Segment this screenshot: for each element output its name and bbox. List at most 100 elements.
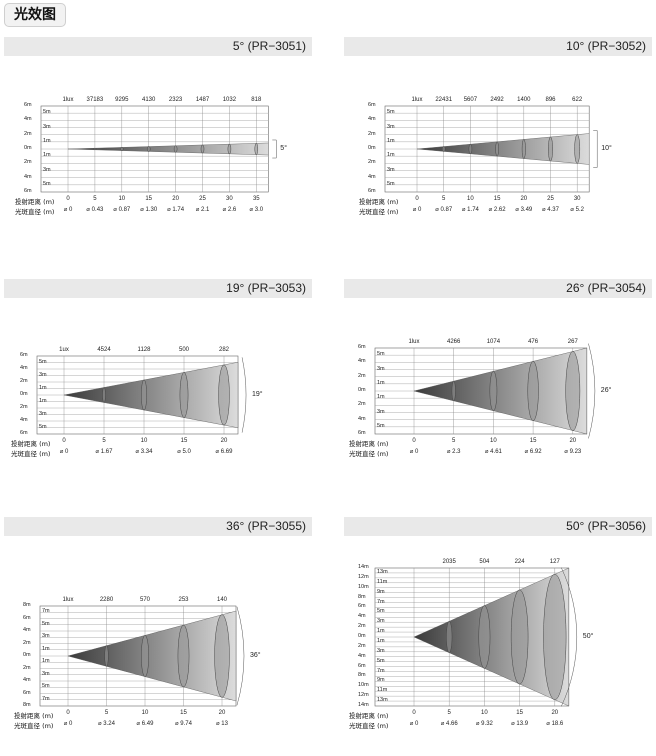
diameter-value: ⌀ 18.6 (546, 721, 564, 727)
beam-spot (214, 614, 230, 698)
y-axis-label: 2m (358, 623, 366, 630)
diameter-value: ⌀ 1.67 (95, 449, 113, 455)
lux-value: 253 (178, 597, 189, 603)
panel-title: 10° (PR−3052) (344, 37, 652, 56)
y-axis-label-inner: 3m (43, 123, 51, 130)
distance-value: 20 (520, 196, 528, 202)
y-axis-label-inner: 5m (39, 358, 47, 365)
distance-value: 35 (252, 196, 260, 202)
y-axis-label: 2m (358, 372, 366, 379)
y-axis-label: 4m (24, 116, 32, 123)
beam-diagram (374, 343, 595, 439)
light-beam (416, 133, 590, 165)
y-axis-label: 8m (358, 593, 366, 600)
y-axis-label: 8m (23, 702, 31, 708)
lux-value: 282 (218, 347, 230, 353)
y-axis-label: 0m (20, 391, 28, 397)
diameter-value: ⌀ 9.74 (175, 721, 192, 727)
y-axis-label: 14m (358, 702, 369, 708)
y-axis-label: 8m (23, 602, 31, 608)
beam-diagram (39, 605, 245, 707)
lux-value: 127 (549, 559, 560, 565)
y-axis-label: 4m (358, 613, 366, 620)
light-beam (67, 610, 237, 702)
lux-value: 2492 (490, 97, 504, 103)
panel-title: 5° (PR−3051) (4, 37, 312, 56)
lux-value: 1128 (137, 347, 151, 353)
lux-unit-label: 1lux (62, 97, 74, 103)
lux-value: 267 (567, 339, 578, 345)
diameter-value: ⌀ 1.74 (167, 207, 185, 213)
lux-value: 500 (178, 347, 190, 353)
y-axis-label-inner: 5m (377, 608, 385, 615)
y-axis-label: 10m (358, 583, 369, 590)
distance-value: 20 (551, 710, 559, 716)
y-axis-label-inner: 5m (387, 180, 395, 187)
beam-spot (441, 146, 446, 152)
diameter-value: ⌀ 2.3 (446, 449, 461, 455)
y-axis-label: 2m (20, 378, 28, 384)
diameter-value: ⌀ 9.32 (475, 721, 493, 727)
y-axis-label-inner: 5m (43, 109, 51, 116)
lux-value: 224 (514, 559, 525, 565)
y-axis-label-inner: 3m (377, 365, 385, 372)
beam-angle-label: 36° (250, 652, 261, 659)
beam-spot (565, 351, 581, 431)
distance-row-label: 投射距离 (m) (14, 712, 54, 720)
y-axis-label-inner: 3m (377, 647, 385, 654)
y-axis-label-inner: 3m (42, 633, 50, 640)
y-axis-label: 0m (358, 387, 366, 393)
diameter-value: ⌀ 0 (409, 721, 419, 727)
y-axis-label: 0m (368, 145, 376, 151)
y-axis-label: 6m (20, 352, 28, 358)
beam-angle-label: 50° (582, 633, 594, 640)
lux-value: 4130 (142, 97, 156, 103)
beam-spot (495, 141, 499, 157)
diameter-value: ⌀ 0.87 (113, 207, 131, 213)
distance-row-label: 投射距离 (m) (349, 712, 389, 720)
beam-panel: 36° (PR−3055) 36° 1lux 2280 570 253 140 8m 6m 4m 2… (4, 517, 312, 730)
lux-value: 818 (251, 97, 262, 103)
distance-value: 5 (102, 438, 106, 444)
beam-spot (218, 364, 230, 426)
y-axis-label: 2m (368, 130, 376, 137)
distance-value: 30 (226, 196, 233, 202)
diameter-row-label: 光斑直径 (m) (359, 208, 399, 216)
lux-value: 2280 (99, 597, 114, 603)
lux-value: 1074 (486, 339, 501, 345)
beam-spot (104, 645, 109, 667)
distance-value: 0 (412, 710, 416, 716)
beam-diagram (384, 105, 598, 193)
distance-value: 5 (452, 438, 456, 444)
diameter-row-label: 光斑直径 (m) (11, 450, 51, 458)
y-axis-label: 2m (20, 404, 28, 410)
beam-spot (489, 370, 498, 412)
beam-spot (102, 387, 106, 403)
distance-row-label: 投射距离 (m) (349, 440, 389, 448)
lux-value: 2323 (168, 97, 183, 103)
diameter-value: ⌀ 3.0 (249, 207, 264, 213)
diameter-value: ⌀ 4.61 (484, 449, 502, 455)
y-axis-label-inner: 5m (42, 620, 50, 627)
y-axis-label-inner: 9m (377, 588, 385, 595)
beam-spot (179, 372, 189, 418)
diameter-value: ⌀ 0 (59, 449, 69, 455)
y-axis-label-inner: 5m (42, 683, 50, 690)
y-axis-label: 6m (368, 102, 376, 108)
beam-spot (548, 136, 553, 162)
y-axis-label: 4m (358, 415, 366, 422)
beam-spot (177, 624, 190, 688)
distance-value: 10 (467, 196, 474, 202)
diameter-value: ⌀ 6.49 (136, 721, 154, 727)
distance-row-label: 投射距离 (m) (11, 440, 51, 448)
y-axis-label-inner: 5m (377, 422, 385, 429)
light-beam (67, 142, 269, 156)
distance-row-label: 投射距离 (m) (359, 198, 399, 206)
distance-value: 5 (93, 196, 97, 202)
beam-spot (93, 147, 97, 151)
y-axis-label-inner: 3m (42, 670, 50, 677)
beam-spot (200, 144, 205, 154)
y-axis-label-inner: 3m (39, 371, 47, 378)
panel-title: 19° (PR−3053) (4, 279, 312, 298)
y-axis-label-inner: 1m (42, 645, 50, 652)
